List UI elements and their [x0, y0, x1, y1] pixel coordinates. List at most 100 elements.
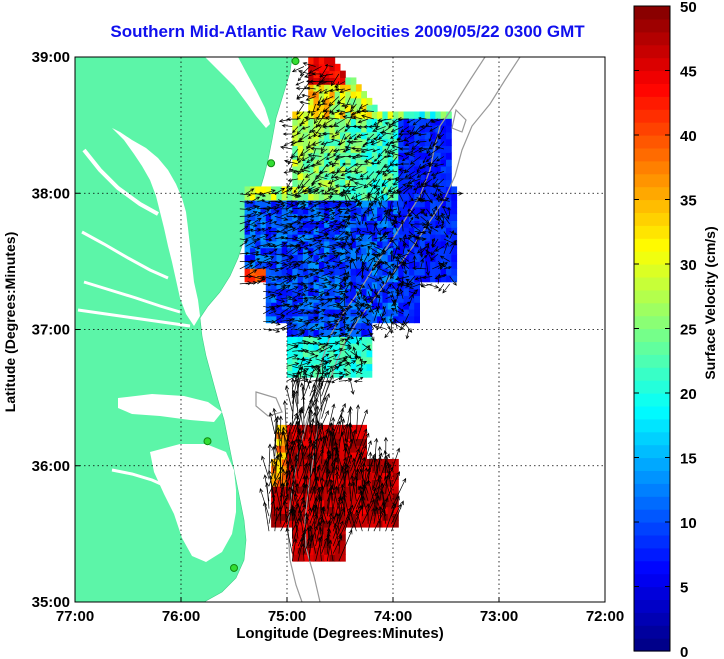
velocity-arrow — [406, 249, 415, 255]
velocity-cell — [313, 125, 320, 133]
velocity-arrow — [291, 504, 306, 532]
velocity-cell — [292, 118, 299, 126]
velocity-cell — [297, 295, 304, 303]
velocity-cell — [324, 200, 330, 208]
velocity-cell — [340, 554, 346, 562]
velocity-arrow — [317, 96, 322, 105]
velocity-cell — [324, 159, 330, 167]
velocity-cell — [265, 275, 272, 283]
velocity-cell — [313, 486, 320, 494]
velocity-cell — [302, 268, 309, 276]
velocity-arrow — [442, 283, 450, 294]
velocity-arrow — [378, 201, 386, 210]
velocity-cell — [297, 179, 304, 187]
velocity-arrow — [432, 178, 439, 187]
velocity-arrow — [383, 171, 392, 177]
velocity-cell — [281, 193, 288, 201]
velocity-cell — [382, 125, 389, 133]
colorbar-segment — [634, 573, 670, 588]
velocity-arrow — [408, 283, 421, 289]
velocity-cell — [329, 315, 336, 324]
velocity-cell — [313, 179, 320, 187]
velocity-arrow — [355, 404, 361, 434]
velocity-cell — [271, 200, 277, 208]
velocity-arrow — [341, 162, 351, 166]
velocity-cell — [287, 458, 293, 467]
velocity-cell — [361, 506, 367, 514]
velocity-arrow — [342, 319, 346, 329]
velocity-cell — [287, 309, 293, 317]
velocity-cell — [340, 349, 346, 358]
velocity-arrow — [292, 365, 304, 371]
velocity-arrow — [398, 168, 409, 172]
velocity-arrow — [385, 283, 392, 292]
colorbar-segment — [634, 31, 670, 46]
velocity-arrow — [368, 294, 380, 300]
velocity-arrow — [422, 275, 433, 280]
velocity-cell — [302, 493, 309, 501]
velocity-arrow — [373, 437, 379, 472]
velocity-arrow — [321, 519, 326, 547]
velocity-cell — [340, 275, 346, 283]
velocity-cell — [287, 479, 293, 487]
velocity-arrow — [280, 236, 289, 240]
velocity-cell — [408, 166, 415, 174]
velocity-cell — [287, 315, 293, 324]
velocity-cell — [302, 152, 309, 160]
velocity-cell — [345, 349, 352, 358]
velocity-arrow — [437, 126, 445, 139]
velocity-arrow — [303, 231, 312, 234]
velocity-arrow — [321, 359, 333, 367]
velocity-arrow — [390, 151, 404, 157]
velocity-cell — [329, 309, 336, 317]
velocity-cell — [398, 268, 405, 276]
velocity-cell — [265, 213, 272, 221]
velocity-cell — [403, 131, 410, 140]
velocity-cell — [318, 336, 325, 344]
velocity-arrow — [315, 200, 329, 205]
velocity-cell — [355, 84, 362, 92]
velocity-cell — [287, 227, 293, 235]
velocity-cell — [318, 520, 325, 528]
velocity-cell — [361, 438, 367, 446]
velocity-cell — [366, 315, 373, 324]
velocity-arrow — [344, 351, 352, 359]
velocity-arrow — [304, 171, 316, 178]
velocity-cell — [398, 206, 405, 215]
velocity-cell — [276, 513, 283, 521]
velocity-arrow — [315, 212, 329, 217]
velocity-cell — [308, 302, 314, 310]
velocity-cell — [324, 540, 330, 548]
velocity-cell — [345, 336, 352, 344]
velocity-cell — [287, 193, 293, 201]
velocity-cell — [446, 172, 452, 181]
velocity-arrow — [338, 346, 353, 352]
velocity-arrow — [414, 230, 427, 235]
velocity-cell — [350, 152, 357, 160]
velocity-cell — [446, 254, 452, 262]
velocity-cell — [302, 343, 309, 351]
velocity-arrow — [338, 343, 352, 348]
velocity-cell — [255, 240, 261, 249]
velocity-arrow — [292, 308, 306, 315]
velocity-cell — [414, 131, 420, 140]
velocity-arrow — [286, 227, 297, 232]
velocity-arrow — [274, 493, 289, 524]
velocity-cell — [355, 111, 362, 119]
velocity-cell — [430, 227, 436, 235]
velocity-arrow — [310, 103, 316, 117]
velocity-arrow — [409, 148, 421, 155]
velocity-arrow — [303, 287, 315, 292]
velocity-cell — [361, 261, 367, 269]
velocity-arrow — [309, 279, 318, 285]
velocity-cell — [393, 493, 399, 501]
velocity-cell — [340, 533, 346, 542]
velocity-cell — [340, 213, 346, 221]
velocity-arrow — [402, 233, 407, 247]
velocity-arrow — [361, 108, 374, 113]
velocity-arrow — [425, 249, 433, 255]
velocity-cell — [350, 431, 357, 439]
velocity-cell — [382, 227, 389, 235]
velocity-arrow — [309, 354, 319, 360]
velocity-cell — [419, 254, 426, 262]
